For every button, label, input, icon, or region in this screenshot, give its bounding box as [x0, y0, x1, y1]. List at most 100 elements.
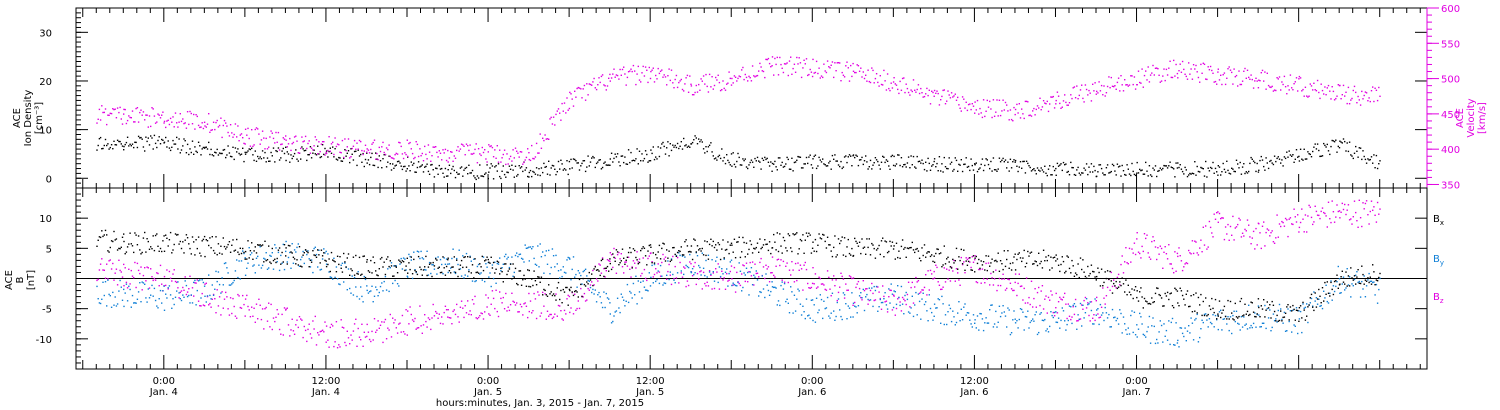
bz-series-point: [705, 285, 707, 287]
velocity-series-point: [485, 158, 487, 160]
density-series-point: [356, 164, 358, 167]
by-series-point: [685, 264, 687, 267]
velocity-series-point: [965, 101, 967, 103]
velocity-series-point: [868, 80, 870, 83]
velocity-series-point: [497, 161, 500, 163]
bz-series-point: [1255, 227, 1257, 230]
density-series-point: [560, 159, 562, 161]
density-series-point: [484, 173, 486, 175]
density-series-point: [286, 151, 288, 153]
bx-series-point: [360, 274, 362, 276]
bx-series-point: [774, 241, 776, 243]
density-series-point: [995, 169, 997, 171]
bz-series-point: [409, 306, 411, 308]
density-series-point: [458, 173, 460, 175]
by-series-point: [755, 270, 757, 272]
density-series-point: [277, 147, 280, 149]
velocity-series-point: [588, 83, 590, 85]
bz-series-point: [751, 261, 754, 263]
bx-series-point: [292, 256, 295, 258]
density-series-point: [644, 150, 647, 152]
velocity-series-point: [1318, 91, 1320, 94]
by-series-point: [495, 282, 497, 284]
velocity-axis-label-line-2: Velocity: [1466, 98, 1477, 137]
by-series-point: [186, 295, 189, 298]
velocity-series-point: [334, 137, 336, 139]
bz-series-point: [1207, 246, 1209, 248]
by-series-point: [679, 254, 681, 257]
by-series-point: [635, 275, 637, 277]
density-series-point: [499, 175, 501, 178]
by-series-point: [1052, 316, 1054, 319]
by-series-point: [726, 268, 728, 270]
by-series-point: [892, 306, 895, 309]
velocity-series-point: [278, 149, 281, 151]
density-series-point: [338, 156, 340, 159]
by-series-point: [177, 281, 179, 283]
density-series-point: [1185, 169, 1187, 171]
density-series-point: [1007, 161, 1009, 163]
velocity-series-point: [719, 89, 722, 92]
bx-series-point: [450, 272, 452, 274]
by-series-point: [1147, 326, 1149, 328]
density-series-point: [1153, 169, 1155, 171]
by-series-point: [413, 251, 415, 253]
by-series-point: [248, 247, 250, 249]
density-series-point: [1181, 170, 1184, 173]
density-series-point: [1030, 170, 1033, 172]
bx-series-point: [489, 262, 491, 264]
density-series-point: [609, 164, 611, 166]
velocity-series-point: [1364, 91, 1367, 93]
by-series-point: [747, 271, 749, 274]
top-plot-frame: [75, 7, 1428, 189]
bz-series-point: [1375, 221, 1378, 223]
velocity-series-point: [104, 108, 107, 110]
bz-series-point: [126, 287, 129, 289]
velocity-series-point: [538, 152, 540, 154]
bz-series-point: [621, 266, 624, 268]
velocity-series-point: [193, 113, 195, 116]
bz-series-point: [1302, 218, 1304, 220]
by-series-point: [734, 284, 737, 287]
bx-series-point: [263, 261, 265, 263]
velocity-series-point: [866, 80, 868, 82]
bz-series-point: [914, 286, 916, 288]
bx-series-point: [542, 294, 544, 296]
density-series-point: [1111, 163, 1114, 166]
bz-series-point: [926, 294, 928, 296]
density-series-point: [582, 160, 584, 162]
bz-series-point: [232, 297, 234, 300]
bz-series-point: [976, 281, 979, 284]
bx-series-point: [377, 274, 379, 277]
by-series-point: [886, 308, 889, 310]
bz-series-point: [318, 334, 320, 336]
density-series-point: [818, 156, 820, 159]
velocity-series-point: [371, 143, 373, 145]
density-series-point: [629, 161, 631, 164]
bz-series-point: [933, 270, 935, 273]
by-series-point: [491, 264, 494, 266]
velocity-series-point: [244, 143, 246, 145]
by-series-point: [895, 303, 898, 306]
density-series-point: [282, 147, 284, 150]
bz-series-point: [383, 321, 385, 323]
bx-series-point: [399, 260, 401, 262]
bz-series-point: [1271, 230, 1273, 232]
bx-series-point: [110, 240, 113, 242]
velocity-series-point: [1190, 68, 1192, 70]
by-series-point: [1251, 326, 1253, 329]
velocity-series-point: [248, 137, 250, 140]
velocity-series-point: [818, 67, 820, 69]
velocity-series-point: [467, 145, 469, 147]
by-series-point: [656, 278, 658, 281]
by-series-point: [1186, 330, 1189, 332]
bz-series-point: [425, 320, 427, 323]
bz-series-point: [328, 346, 330, 348]
density-series-point: [370, 156, 372, 159]
bz-series-point: [771, 256, 774, 258]
density-series-point: [774, 160, 776, 163]
bz-series-point: [1265, 231, 1267, 234]
bx-series-point: [147, 240, 149, 243]
density-series-point: [883, 156, 885, 158]
bx-series-point: [254, 246, 256, 248]
